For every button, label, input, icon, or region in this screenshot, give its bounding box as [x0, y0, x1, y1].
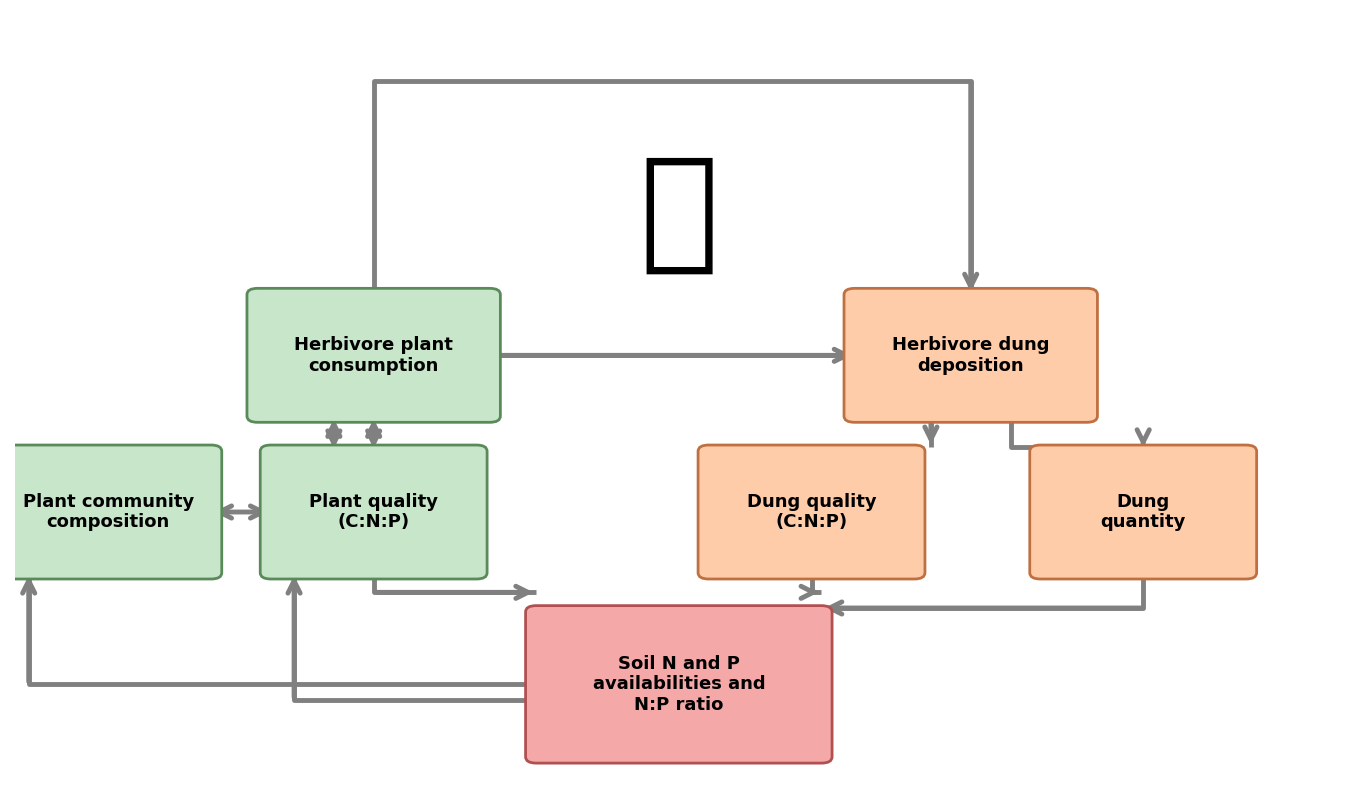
FancyBboxPatch shape [260, 445, 487, 579]
FancyBboxPatch shape [0, 445, 222, 579]
FancyBboxPatch shape [698, 445, 925, 579]
Text: Soil N and P
availabilities and
N:P ratio: Soil N and P availabilities and N:P rati… [593, 655, 765, 714]
Text: Herbivore plant
consumption: Herbivore plant consumption [295, 336, 453, 375]
Text: Plant community
composition: Plant community composition [23, 492, 194, 532]
Text: Plant quality
(C:N:P): Plant quality (C:N:P) [309, 492, 438, 532]
FancyBboxPatch shape [845, 288, 1098, 422]
FancyBboxPatch shape [247, 288, 500, 422]
Text: 🦌: 🦌 [639, 151, 718, 278]
Text: Dung quality
(C:N:P): Dung quality (C:N:P) [746, 492, 877, 532]
FancyBboxPatch shape [1030, 445, 1256, 579]
FancyBboxPatch shape [526, 606, 833, 763]
Text: Herbivore dung
deposition: Herbivore dung deposition [892, 336, 1049, 375]
Text: Dung
quantity: Dung quantity [1100, 492, 1186, 532]
